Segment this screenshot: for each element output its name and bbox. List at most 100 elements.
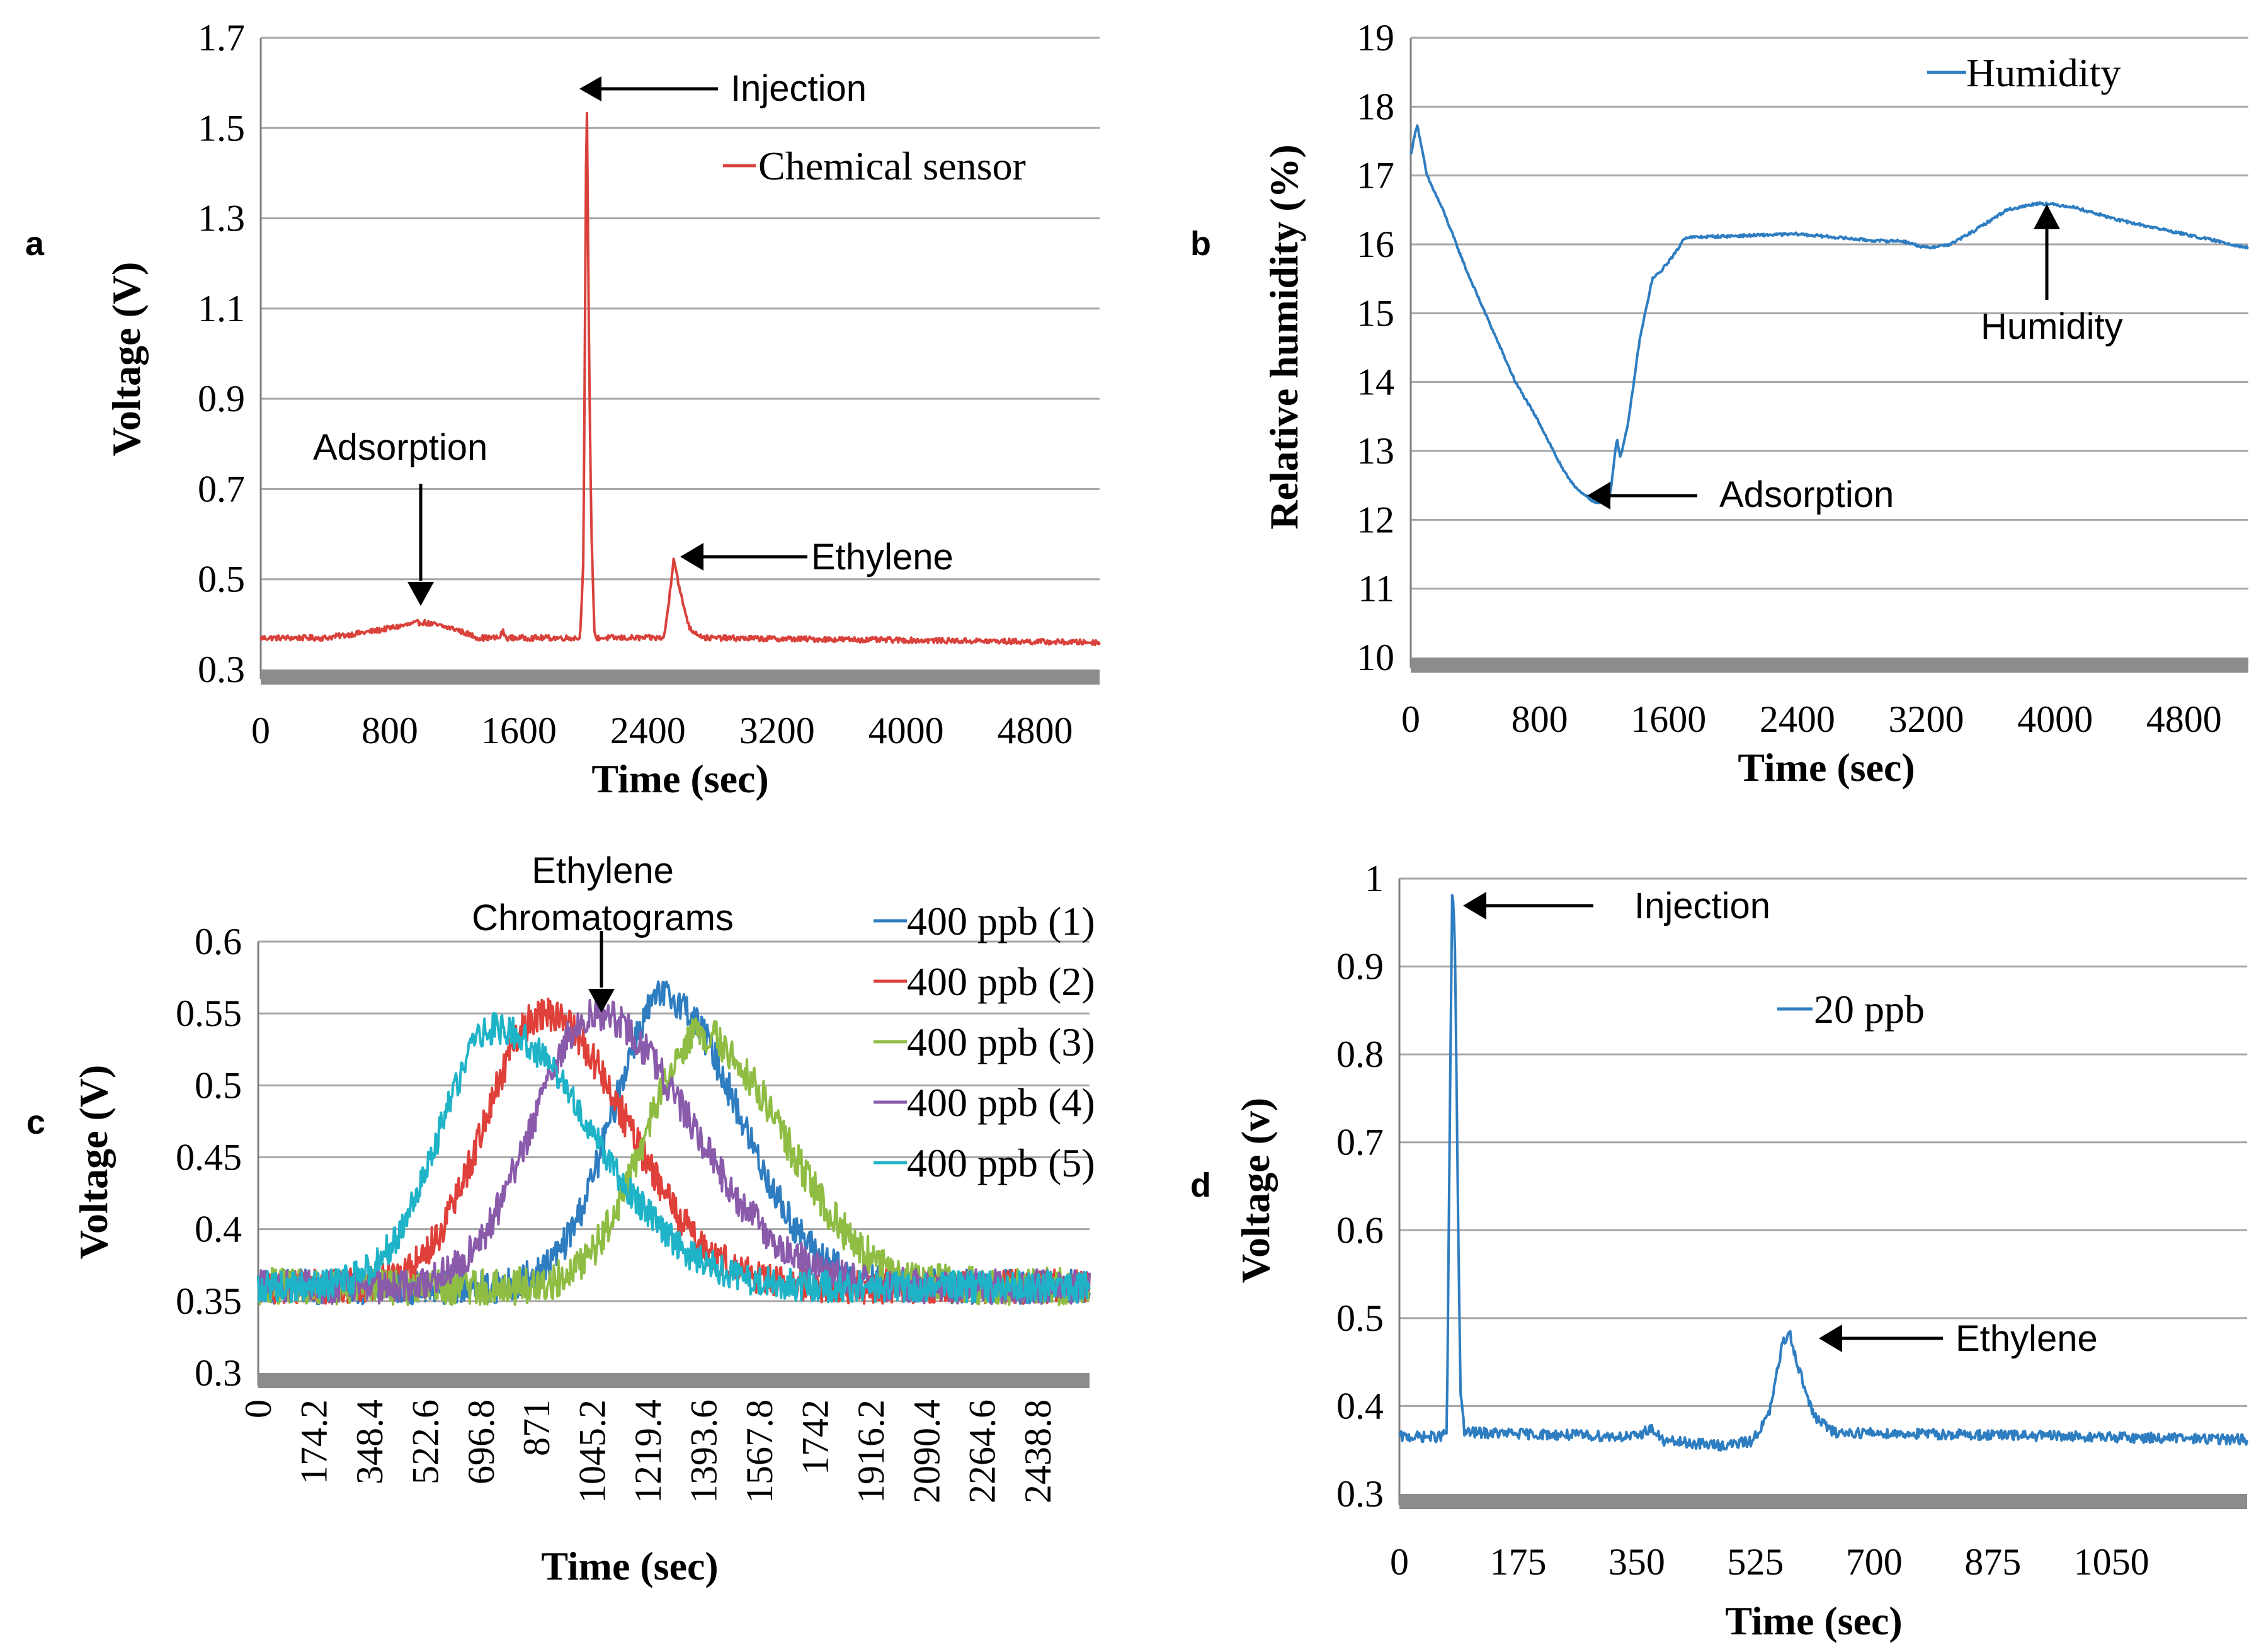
y-tick-label-c-5: 0.55 — [176, 993, 242, 1034]
y-tick-label-d-6: 0.9 — [1336, 946, 1384, 988]
arrowhead-chromatograms-c — [588, 989, 615, 1013]
x-tick-label-c-2: 348.4 — [349, 1399, 390, 1484]
x-tick-label-c-5: 871 — [516, 1399, 557, 1456]
x-tick-label-c-4: 696.8 — [460, 1399, 502, 1484]
annotation-adsorption-a: Adsorption — [313, 427, 487, 468]
y-tick-label-a-7: 1.7 — [198, 17, 245, 59]
x-tick-label-b-6: 4800 — [2146, 698, 2222, 740]
y-tick-label-d-4: 0.7 — [1336, 1122, 1384, 1163]
x-ticks-b: 0 800 1600 2400 3200 4000 4800 — [1401, 698, 2222, 740]
x-tick-label-d-4: 700 — [1846, 1541, 1903, 1583]
x-tick-label-d-3: 525 — [1727, 1541, 1784, 1583]
x-tick-label-b-1: 800 — [1512, 698, 1568, 740]
x-tick-label-b-0: 0 — [1401, 698, 1420, 740]
x-tick-label-c-7: 1219.4 — [627, 1399, 669, 1503]
y-ticks-d: 0.3 0.4 0.5 0.6 0.7 0.8 0.9 1 — [1336, 858, 1384, 1515]
annotation-ethylene-d: Ethylene — [1956, 1318, 2098, 1359]
x-tick-label-a-5: 4000 — [868, 710, 944, 751]
y-tick-label-a-4: 1.1 — [198, 288, 245, 329]
y-tick-label-b-0: 10 — [1357, 637, 1394, 678]
y-tick-label-b-9: 19 — [1357, 17, 1394, 59]
y-axis-title-b: Relative humidity (%) — [1261, 144, 1306, 530]
y-ticks-b: 10 11 12 13 14 15 16 17 18 19 — [1357, 17, 1394, 678]
series-line-c-3 — [257, 997, 1091, 1306]
annotation-injection-a: Injection — [731, 68, 867, 109]
y-tick-label-b-3: 13 — [1357, 430, 1394, 472]
y-axis-title-c: Voltage (V) — [71, 1065, 116, 1260]
x-axis-floor-c — [258, 1373, 1090, 1388]
y-tick-label-d-7: 1 — [1365, 858, 1384, 899]
y-tick-label-a-5: 1.3 — [198, 198, 245, 239]
series-group-d — [1398, 894, 2248, 1452]
panel-b: b 10 11 12 13 14 15 16 17 18 19 0 800 1600 2400 3200 4… — [1190, 17, 2250, 790]
x-axis-floor-a — [261, 669, 1100, 685]
panel-a: a 0.3 0.5 0.7 0.9 1.1 1.3 1.5 1.7 0 800 1600 2400 3… — [25, 17, 1101, 801]
y-tick-label-c-6: 0.6 — [195, 921, 242, 962]
y-tick-label-c-3: 0.45 — [176, 1137, 242, 1178]
y-tick-label-b-7: 17 — [1357, 155, 1394, 197]
x-axis-floor-b — [1411, 658, 2248, 673]
x-tick-label-b-5: 4000 — [2017, 698, 2093, 740]
y-tick-label-c-0: 0.3 — [195, 1352, 242, 1394]
legend-label-chemical-sensor: Chemical sensor — [758, 144, 1026, 188]
arrowhead-ethylene-d — [1819, 1324, 1842, 1352]
annotation-ethylene-a: Ethylene — [811, 537, 954, 578]
x-ticks-d: 0 175 350 525 700 875 1050 — [1390, 1541, 2149, 1583]
x-tick-label-d-0: 0 — [1390, 1541, 1409, 1583]
panel-label-a: a — [25, 225, 45, 263]
y-tick-label-a-2: 0.7 — [198, 468, 245, 510]
series-line-b-0 — [1409, 124, 2250, 505]
y-tick-label-b-8: 18 — [1357, 86, 1394, 127]
y-tick-label-c-2: 0.4 — [195, 1209, 242, 1250]
y-tick-label-b-4: 14 — [1357, 362, 1394, 403]
annotation-humidity-b: Humidity — [1981, 306, 2123, 347]
y-ticks-a: 0.3 0.5 0.7 0.9 1.1 1.3 1.5 1.7 — [198, 17, 245, 690]
x-tick-label-a-1: 800 — [362, 710, 418, 751]
arrowhead-humidity-b — [2034, 204, 2060, 229]
x-tick-label-d-6: 1050 — [2074, 1541, 2149, 1583]
x-tick-label-c-1: 174.2 — [293, 1399, 334, 1484]
x-tick-label-a-3: 2400 — [610, 710, 686, 751]
y-tick-label-a-1: 0.5 — [198, 559, 245, 600]
x-tick-label-d-1: 175 — [1489, 1541, 1546, 1583]
arrowhead-adsorption-b — [1587, 482, 1610, 510]
y-ticks-c: 0.3 0.35 0.4 0.45 0.5 0.55 0.6 — [176, 921, 242, 1394]
annotation-injection-d: Injection — [1634, 886, 1770, 926]
x-tick-label-b-4: 3200 — [1888, 698, 1964, 740]
x-tick-label-d-2: 350 — [1608, 1541, 1665, 1583]
annotation-ethylene-c: Ethylene Chromatograms — [472, 850, 734, 938]
x-tick-label-a-2: 1600 — [481, 710, 557, 751]
y-tick-label-d-1: 0.4 — [1336, 1385, 1384, 1427]
y-tick-label-b-6: 16 — [1357, 224, 1394, 265]
x-tick-label-a-6: 4800 — [998, 710, 1073, 751]
x-tick-label-c-12: 2090.4 — [906, 1399, 947, 1503]
y-tick-label-d-0: 0.3 — [1336, 1473, 1384, 1515]
legend-label-humidity: Humidity — [1966, 50, 2121, 95]
y-tick-label-c-4: 0.5 — [195, 1064, 242, 1106]
y-tick-label-d-3: 0.6 — [1336, 1209, 1384, 1251]
grid-b — [1411, 37, 2248, 590]
legend-label-c-3: 400 ppb (4) — [907, 1080, 1095, 1125]
panel-label-d: d — [1190, 1166, 1211, 1204]
x-tick-label-c-0: 0 — [237, 1399, 279, 1418]
x-axis-title-a: Time (sec) — [591, 756, 768, 801]
legend-c: 400 ppb (1) 400 ppb (2) 400 ppb (3) 400 ppb… — [874, 899, 1095, 1185]
y-tick-label-a-3: 0.9 — [198, 378, 245, 419]
y-tick-label-d-2: 0.5 — [1336, 1297, 1384, 1339]
x-tick-label-d-5: 875 — [1964, 1541, 2021, 1583]
series-line-a-0 — [259, 111, 1101, 647]
y-tick-label-a-0: 0.3 — [198, 649, 245, 690]
series-line-c-4 — [257, 1011, 1091, 1304]
y-tick-label-b-2: 12 — [1357, 499, 1394, 540]
x-tick-label-c-11: 1916.2 — [850, 1399, 892, 1503]
panel-c: c 0.3 0.35 0.4 0.45 0.5 0.55 0.6 0 174.2 348.4 52… — [26, 850, 1095, 1588]
x-tick-label-b-3: 2400 — [1760, 698, 1835, 740]
x-tick-label-c-14: 2438.8 — [1017, 1399, 1059, 1503]
legend-label-20ppb: 20 ppb — [1814, 987, 1925, 1032]
arrowhead-injection-d — [1463, 892, 1486, 920]
panel-label-c: c — [26, 1103, 45, 1141]
arrowhead-ethylene-a — [680, 543, 703, 571]
y-tick-label-a-6: 1.5 — [198, 107, 245, 149]
series-line-d-0 — [1398, 894, 2248, 1452]
